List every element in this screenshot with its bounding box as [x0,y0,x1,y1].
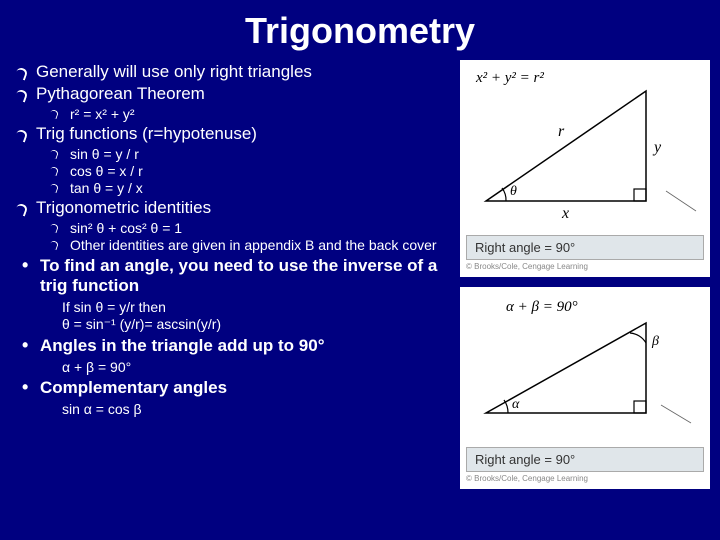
bullet-trig-functions: Trig functions (r=hypotenuse) [10,124,452,144]
formula-cos: cos θ = x / r [50,163,452,179]
formula-sin-cos-comp: sin α = cos β [62,401,452,417]
fig2-credit: © Brooks/Cole, Cengage Learning [466,474,704,483]
formula-sincos-identity: sin² θ + cos² θ = 1 [50,220,452,236]
fig2-beta: β [651,334,659,349]
triangle-diagram-1: x² + y² = r² θ r x y [466,66,704,231]
bullet-angles-90: Angles in the triangle add up to 90° [20,336,452,356]
fig2-alpha: α [512,397,520,412]
bullet-inverse: To find an angle, you need to use the in… [20,256,452,296]
formula-sin: sin θ = y / r [50,146,452,162]
fig2-formula: α + β = 90° [506,299,578,315]
text-column: Generally will use only right triangles … [10,60,460,489]
fig1-caption: Right angle = 90° [466,235,704,260]
bullet-complementary: Complementary angles [20,378,452,398]
fig1-credit: © Brooks/Cole, Cengage Learning [466,262,704,271]
bullet-pythagorean: Pythagorean Theorem [10,84,452,104]
page-title: Trigonometry [0,0,720,60]
formula-tan: tan θ = y / x [50,180,452,196]
triangle-diagram-2: α + β = 90° α β [466,293,704,443]
formula-arcsin: θ = sin⁻¹ (y/r)= ascsin(y/r) [62,316,452,333]
fig1-formula: x² + y² = r² [475,70,544,86]
content-area: Generally will use only right triangles … [0,60,720,489]
figure-1: x² + y² = r² θ r x y Right angle = 90° ©… [460,60,710,277]
bullet-right-triangles: Generally will use only right triangles [10,62,452,82]
figure-2: α + β = 90° α β Right angle = 90° © Broo… [460,287,710,489]
fig1-r: r [558,123,565,140]
bullet-identities: Trigonometric identities [10,198,452,218]
formula-alpha-beta: α + β = 90° [62,359,452,375]
text-other-identities: Other identities are given in appendix B… [50,237,452,253]
fig1-theta: θ [510,184,517,199]
text-if-sin: If sin θ = y/r then [62,299,452,315]
fig2-caption: Right angle = 90° [466,447,704,472]
formula-pythagorean: r² = x² + y² [50,106,452,122]
fig1-y: y [652,139,662,156]
figure-column: x² + y² = r² θ r x y Right angle = 90° ©… [460,60,710,489]
fig1-x: x [561,205,569,222]
